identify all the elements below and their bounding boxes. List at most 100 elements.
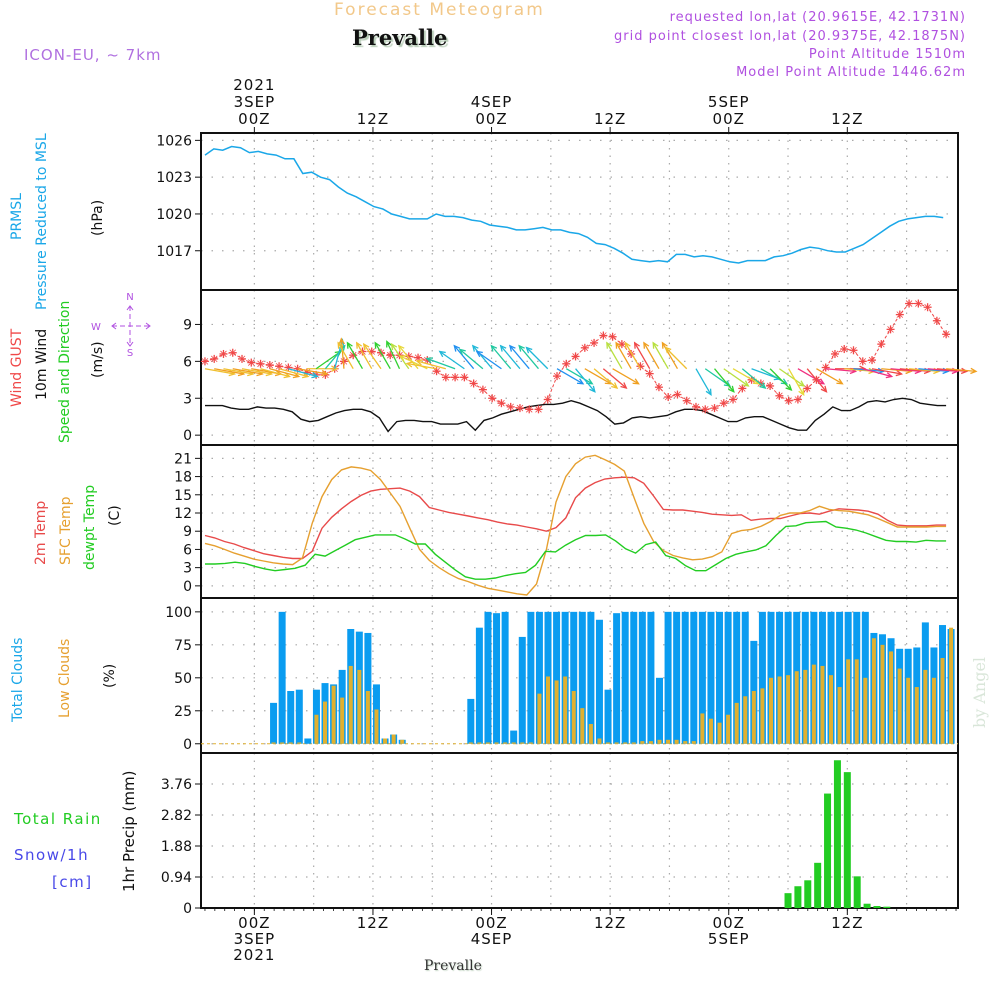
gust-marker xyxy=(877,340,886,349)
gust-marker xyxy=(571,352,580,361)
wind-arrow xyxy=(458,348,484,370)
low-clouds-bar xyxy=(726,714,731,744)
low-clouds-bar xyxy=(314,714,319,744)
low-clouds-bar xyxy=(906,677,911,744)
total-clouds-bar xyxy=(578,611,586,744)
y-tick-label: 50 xyxy=(174,671,192,687)
low-clouds-bar xyxy=(777,676,782,744)
low-clouds-bar xyxy=(340,697,345,744)
low-clouds-bar xyxy=(528,742,533,744)
gust-marker xyxy=(886,325,895,334)
low-clouds-bar xyxy=(837,687,842,744)
wind-arrow xyxy=(525,346,549,370)
y-tick-label: 9 xyxy=(183,317,192,333)
gust-marker xyxy=(654,383,663,392)
low-clouds-bar xyxy=(614,742,619,744)
low-clouds-bar xyxy=(897,668,902,744)
footer-station: Prevalle xyxy=(424,958,482,974)
wind-arrow xyxy=(871,368,904,377)
low-clouds-bar xyxy=(297,742,302,744)
low-clouds-bar xyxy=(648,741,653,744)
wind-arrow xyxy=(362,342,382,370)
total-clouds-bar xyxy=(364,632,372,744)
wind-arrow xyxy=(278,368,310,379)
low-clouds-bar xyxy=(331,685,336,744)
low-clouds-bar xyxy=(871,638,876,744)
rain-label: Total Rain xyxy=(14,810,102,828)
bottom-x-tick-label: 4SEP xyxy=(471,930,513,948)
total-clouds-bar xyxy=(613,613,621,744)
requested-coords: requested lon,lat (20.9615E, 42.1731N) xyxy=(669,10,966,25)
compass-w: W xyxy=(91,322,101,333)
y-tick-label: 12 xyxy=(174,506,192,522)
total-clouds-bar xyxy=(518,636,526,744)
gust-marker xyxy=(664,393,673,402)
rain-bar xyxy=(794,886,802,908)
total-clouds-bar xyxy=(604,689,612,744)
gust-marker xyxy=(932,316,941,325)
gust-marker xyxy=(441,373,450,382)
top-x-tick-label: 2021 xyxy=(233,76,275,94)
y-tick-label: 21 xyxy=(174,451,192,467)
low-clouds-bar xyxy=(794,671,799,744)
total-clouds-bar xyxy=(707,611,715,744)
gust-marker xyxy=(719,399,728,408)
low-clouds-bar xyxy=(717,722,722,744)
low-clouds-bar xyxy=(803,669,808,744)
top-x-tick-label: 00Z xyxy=(713,110,745,128)
total-clouds-bar xyxy=(698,611,706,744)
low-clouds-bar xyxy=(383,738,388,744)
rain-bar xyxy=(784,893,792,908)
total-clouds-bar xyxy=(304,738,312,744)
low-clouds-bar xyxy=(923,669,928,744)
low-clouds-bar xyxy=(563,676,568,744)
total-clouds-bar xyxy=(647,611,655,744)
wind-arrow xyxy=(508,344,530,370)
total-clouds-bar xyxy=(278,611,286,744)
wind-arrow xyxy=(633,341,651,370)
total-clouds-bar xyxy=(287,691,295,744)
gust-marker xyxy=(580,343,589,352)
low-clouds-bar xyxy=(820,665,825,744)
wind-arrow xyxy=(936,367,969,375)
low-clouds-bar xyxy=(468,742,473,744)
gust-marker xyxy=(590,338,599,347)
low-clouds-bar xyxy=(494,742,499,744)
y-tick-label: 15 xyxy=(174,488,192,504)
wind-arrow xyxy=(695,368,712,397)
low-clouds-bar xyxy=(623,742,628,744)
total-clouds-bar xyxy=(716,611,724,744)
wind-arrow xyxy=(714,368,735,393)
gust-marker xyxy=(905,299,914,308)
panel-2: 0 3 6 9 12 15 18 21 xyxy=(174,444,959,599)
low-clouds-bar xyxy=(546,676,551,744)
wind-arrow xyxy=(615,341,632,370)
top-x-tick-label: 00Z xyxy=(475,110,507,128)
rain-bar xyxy=(883,906,891,908)
wind-arrow xyxy=(337,341,354,370)
gust-marker xyxy=(830,349,839,358)
wind-arrow xyxy=(624,341,641,370)
total-clouds-bar xyxy=(295,689,303,744)
y-tick-label: 0 xyxy=(183,901,192,917)
y-tick-label: 0.94 xyxy=(161,870,192,886)
model-altitude: Model Point Altitude 1446.62m xyxy=(736,65,966,80)
y-tick-label: 1026 xyxy=(156,133,192,149)
wind-arrow xyxy=(297,368,329,377)
wind-arrow xyxy=(405,361,437,370)
gust-marker xyxy=(515,404,524,413)
low-clouds-bar xyxy=(631,742,636,744)
wind-arrow xyxy=(374,341,391,370)
panel-frame xyxy=(200,132,959,291)
t2m-line xyxy=(204,476,947,560)
low-clouds-bar xyxy=(931,677,936,744)
gust-marker xyxy=(451,373,460,382)
low-clouds-bar xyxy=(743,696,748,744)
low-clouds-bar xyxy=(537,693,542,744)
total-clouds-bar xyxy=(595,619,603,744)
wind-arrow xyxy=(346,341,364,370)
panel-1: 0 3 6 9 xyxy=(183,289,959,446)
y-tick-label: 3.76 xyxy=(161,777,192,793)
gust-marker xyxy=(895,310,904,319)
